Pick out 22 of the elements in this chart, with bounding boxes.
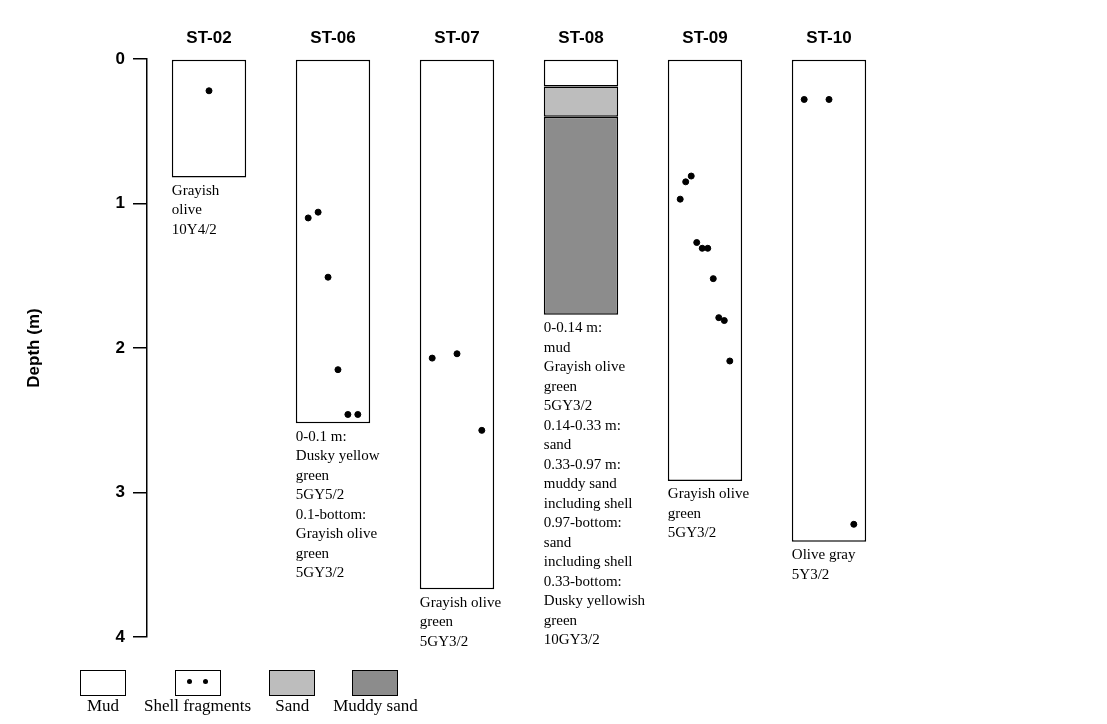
y-tick-label: 2 bbox=[115, 337, 125, 357]
legend-label: Sand bbox=[275, 696, 310, 716]
annotation: Grayish olive green 5GY3/2 bbox=[667, 485, 750, 541]
y-tick-label: 4 bbox=[115, 626, 126, 646]
legend-label: Muddy sand bbox=[333, 696, 418, 716]
y-tick-label: 1 bbox=[115, 193, 125, 213]
x-tick-label: ST-02 bbox=[186, 28, 232, 48]
y-axis-title: Depth (m) bbox=[23, 308, 43, 388]
annotation: 0-0.1 m: Dusky yellow green 5GY5/2 0.1-bottom: Grayish olive green 5GY3/2 bbox=[295, 427, 380, 581]
y-tick-label: 3 bbox=[115, 482, 125, 502]
legend-label: Mud bbox=[86, 696, 120, 716]
annotation: Olive gray 5Y3/2 bbox=[791, 546, 857, 582]
x-tick-label: ST-07 bbox=[434, 28, 480, 48]
x-tick-label: ST-08 bbox=[558, 28, 604, 48]
x-tick-label: ST-06 bbox=[310, 28, 356, 48]
text: 0-0.14 m: mud Grayish olive green 5GY3/2 0.14-0.33 m: sand 0.33-0.97 m: muddy sand including shell 0.97-bottom: sand including shell 0.33-bottom: Dusky yellowish green 10GY3/2 bbox=[543, 319, 646, 648]
x-tick-label: ST-09 bbox=[682, 28, 728, 48]
annotation: Grayish olive 10Y4/2 bbox=[171, 181, 220, 237]
y-tick-label: 0 bbox=[115, 48, 125, 68]
annotation: Grayish olive green 5GY3/2 bbox=[419, 593, 502, 649]
legend-label: Shell fragments bbox=[144, 696, 252, 716]
x-tick-label: ST-10 bbox=[806, 28, 852, 48]
